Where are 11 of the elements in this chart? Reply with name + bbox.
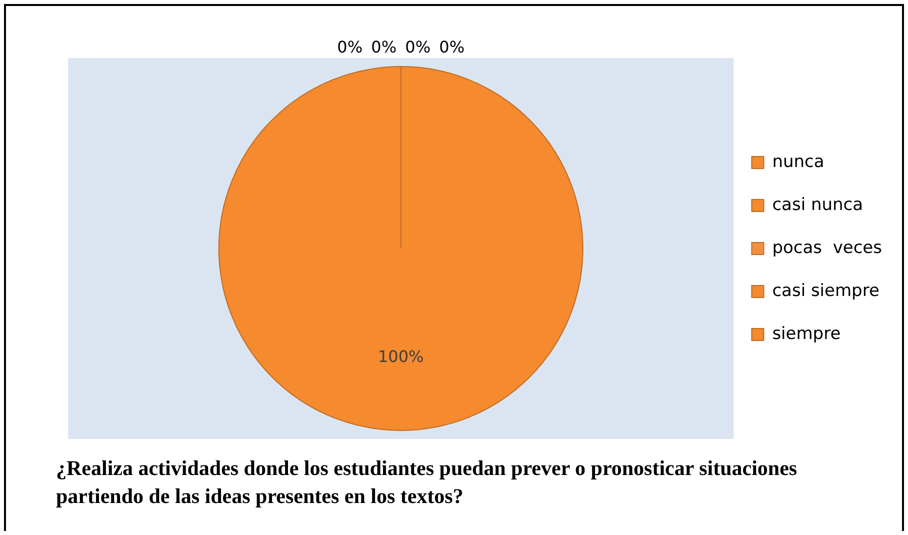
text: 0% <box>439 38 465 57</box>
legend-label: casi nunca <box>772 194 864 215</box>
data-label: 100% <box>378 346 424 366</box>
text: 0% <box>405 38 431 57</box>
legend-label: siempre <box>772 324 841 344</box>
legend-label: pocas veces <box>772 238 882 258</box>
text: ¿Realiza actividades donde los estudiantes puedan prever o pronosticar situaciones partiendo de las ideas presentes en los textos? <box>56 455 798 510</box>
legend-label: casi siempre <box>772 280 880 301</box>
legend-label: nunca <box>772 152 824 172</box>
text: 0% <box>337 38 363 57</box>
text: 0% <box>371 38 397 57</box>
